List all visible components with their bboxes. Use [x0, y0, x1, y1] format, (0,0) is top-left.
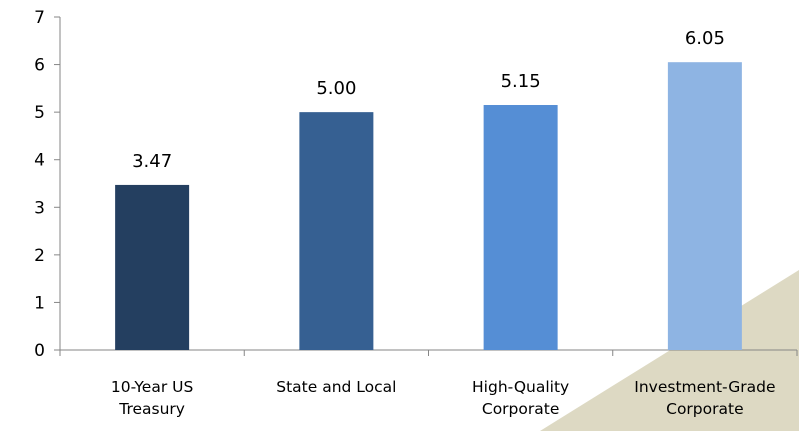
- bars: [115, 62, 742, 351]
- bar: [115, 184, 190, 350]
- category-label: Corporate: [482, 400, 560, 418]
- bar-value-label: 3.47: [132, 151, 172, 172]
- y-tick-label: 4: [34, 151, 45, 171]
- category-label: State and Local: [276, 378, 396, 396]
- bar-value-label: 6.05: [685, 28, 725, 49]
- category-label: Investment-Grade: [634, 378, 775, 396]
- category-label: 10-Year US: [111, 378, 193, 396]
- y-tick-label: 1: [34, 293, 45, 313]
- y-tick-label: 0: [34, 341, 45, 361]
- bar: [483, 105, 558, 350]
- y-axis: 0 1 2 3 4 5 6 7: [34, 8, 61, 361]
- category-label: Treasury: [118, 400, 185, 418]
- bar-value-label: 5.00: [316, 78, 356, 99]
- category-labels: 10-Year US Treasury State and Local High-Qu…: [111, 378, 776, 418]
- y-tick-label: 2: [34, 246, 45, 266]
- y-tick-label: 5: [34, 103, 45, 123]
- bar-value-label: 5.15: [501, 71, 541, 92]
- bar: [299, 112, 374, 351]
- category-label: Corporate: [666, 400, 744, 418]
- y-tick-label: 7: [34, 8, 45, 28]
- y-tick-label: 3: [34, 198, 45, 218]
- y-tick-label: 6: [34, 56, 45, 76]
- data-labels: 3.47 5.00 5.15 6.05: [132, 28, 725, 172]
- category-label: High-Quality: [472, 378, 569, 396]
- bar: [667, 62, 742, 350]
